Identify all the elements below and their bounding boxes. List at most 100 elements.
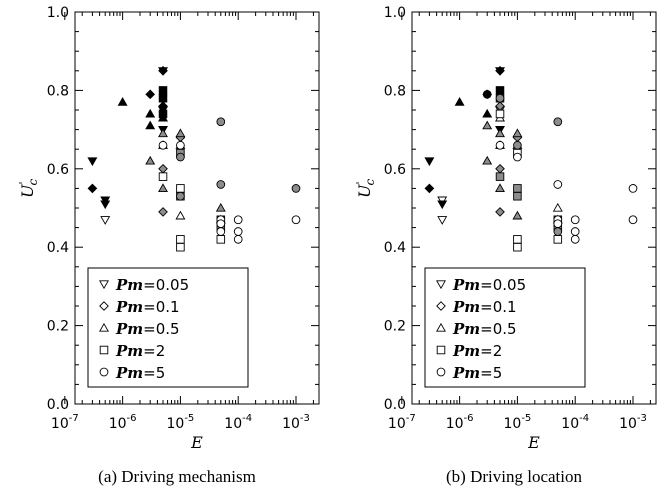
data-point-circle: [513, 152, 522, 162]
x-tick-label: 10-3: [619, 413, 647, 432]
data-point-circle: [513, 140, 522, 150]
legend-entry: Pm=5: [452, 364, 502, 382]
data-point-down-triangle: [437, 200, 448, 210]
data-point-triangle: [482, 108, 493, 118]
panel-b: 0.0 0.2 0.4 0.6 0.8 1.0 10-7 10-6 10-5 10-4 10-3 E U…: [354, 5, 657, 486]
data-point-circle: [233, 235, 243, 244]
data-point-down-triangle: [87, 157, 98, 167]
legend-entry: Pm=0.1: [115, 298, 180, 316]
data-point-triangle: [175, 128, 186, 138]
data-point-square: [176, 235, 185, 244]
legend-box: [424, 267, 586, 388]
x-tick-label: 10-7: [51, 413, 79, 432]
data-point-triangle: [145, 108, 156, 118]
legend-marker-diamond: [436, 301, 446, 311]
data-point-circle: [233, 227, 243, 236]
y-axis-label-group: U'c: [354, 179, 377, 199]
y-tick-label: 0.8: [384, 83, 406, 99]
y-tick-label: 0.2: [384, 319, 406, 335]
data-point-diamond: [495, 163, 505, 174]
y-tick-label: 0.2: [47, 319, 69, 335]
data-point-down-triangle: [100, 216, 111, 225]
legend-marker-diamond: [99, 301, 109, 311]
panel-a: 0.0 0.2 0.4 0.6 0.8 1.0 10-7 10-6 10-5 10-4 10-3 E U…: [17, 5, 320, 486]
data-point-down-triangle: [100, 200, 111, 210]
y-tick-label: 0.6: [384, 162, 406, 178]
data-point-square: [158, 172, 168, 181]
data-point-triangle: [495, 183, 505, 193]
data-point-circle: [216, 117, 226, 127]
data-point-circle: [628, 215, 638, 225]
y-tick-label: 0.6: [47, 162, 69, 178]
legend-entry: Pm=0.05: [452, 276, 526, 294]
data-point-circle: [553, 117, 563, 127]
data-point-diamond: [145, 89, 156, 100]
legend-marker-down-triangle: [436, 280, 446, 290]
y-tick-label: 0.4: [47, 240, 69, 256]
data-point-square: [216, 235, 226, 244]
y-tick-label: 0.0: [47, 397, 69, 413]
data-point-square: [553, 235, 563, 244]
data-point-square: [495, 109, 505, 119]
legend-entry: Pm=0.1: [452, 298, 517, 316]
x-tick-label: 10-4: [561, 413, 589, 432]
data-point-triangle: [495, 128, 505, 138]
data-point-diamond: [87, 183, 98, 194]
data-point-circle: [176, 152, 185, 162]
legend-marker-circle: [436, 367, 446, 377]
data-point-square: [176, 242, 185, 252]
data-point-square: [176, 184, 185, 193]
data-point-diamond: [495, 207, 505, 217]
y-axis-label-group: U'c: [17, 179, 40, 199]
data-point-triangle: [454, 97, 465, 106]
data-point-triangle: [158, 128, 168, 138]
data-point-circle: [216, 219, 226, 229]
data-point-circle: [495, 93, 505, 103]
data-point-triangle: [512, 128, 523, 138]
data-point-triangle: [158, 183, 168, 193]
legend-marker-down-triangle: [99, 280, 109, 290]
data-point-triangle: [512, 210, 523, 220]
data-point-triangle: [145, 155, 156, 165]
x-tick-label: 10-5: [504, 413, 532, 432]
legend-marker-circle: [99, 367, 109, 377]
data-point-diamond: [424, 183, 435, 194]
y-axis-label: U'c: [17, 179, 40, 199]
data-point-circle: [233, 215, 243, 225]
data-point-circle: [176, 140, 185, 150]
y-tick-label: 0.0: [384, 397, 406, 413]
data-point-square: [158, 93, 168, 103]
data-point-circle: [291, 215, 301, 225]
y-tick-label: 0.8: [47, 83, 69, 99]
legend-entry: Pm=2: [115, 342, 165, 360]
legend-marker-square: [99, 345, 109, 355]
x-tick-label: 10-6: [446, 413, 474, 432]
data-point-triangle: [175, 210, 186, 220]
legend-entry: Pm=0.5: [452, 320, 517, 338]
data-point-square: [513, 235, 522, 244]
data-point-square: [513, 184, 522, 193]
data-point-triangle: [145, 120, 156, 130]
data-point-circle: [628, 184, 638, 193]
data-point-down-triangle: [424, 157, 435, 167]
y-axis-label: U'c: [354, 179, 377, 199]
x-tick-label: 10-5: [167, 413, 195, 432]
data-point-square: [513, 242, 522, 252]
legend-box: [87, 267, 249, 388]
legend-entry: Pm=5: [115, 364, 165, 382]
data-point-diamond: [158, 65, 168, 76]
data-point-circle: [570, 215, 580, 225]
x-tick-label: 10-3: [282, 413, 310, 432]
legend-marker-square: [436, 345, 446, 355]
data-point-circle: [176, 191, 185, 201]
data-point-circle: [553, 227, 563, 236]
y-tick-label: 1.0: [47, 5, 69, 21]
data-point-square: [495, 86, 505, 95]
data-point-square: [158, 109, 168, 119]
data-point-triangle: [117, 97, 128, 106]
y-tick-label: 0.4: [384, 240, 406, 256]
data-point-circle: [495, 140, 505, 150]
data-point-triangle: [482, 155, 493, 165]
data-point-triangle: [482, 120, 493, 130]
